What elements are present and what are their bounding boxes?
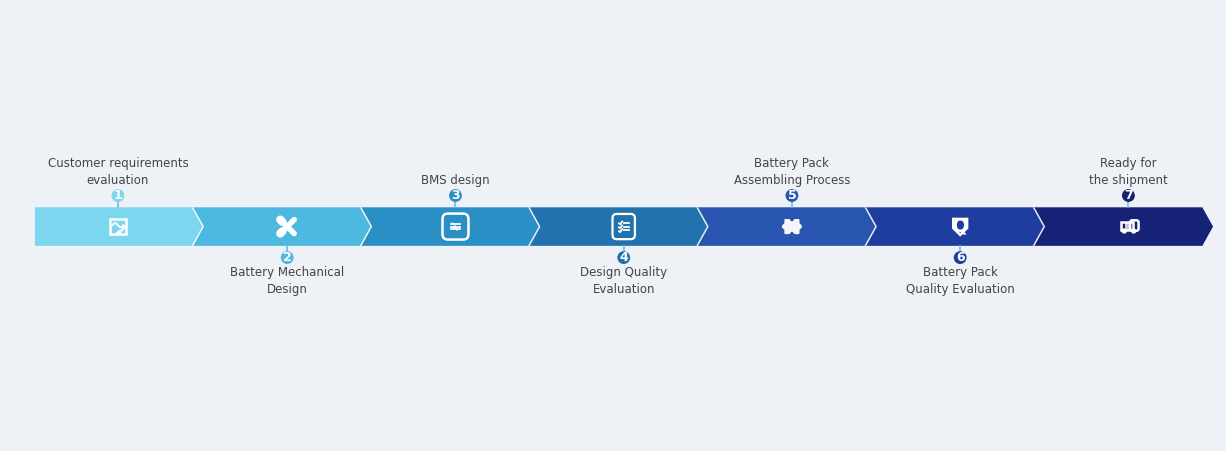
Polygon shape [360, 207, 541, 246]
Circle shape [449, 189, 462, 202]
Text: Q: Q [951, 217, 969, 236]
Text: 6: 6 [956, 251, 965, 264]
Polygon shape [698, 207, 877, 246]
Text: Battery Mechanical
Design: Battery Mechanical Design [230, 266, 345, 296]
Circle shape [954, 251, 966, 264]
Circle shape [617, 251, 630, 264]
Circle shape [786, 189, 798, 202]
Polygon shape [359, 207, 373, 246]
Text: Customer requirements
evaluation: Customer requirements evaluation [48, 157, 189, 188]
Circle shape [451, 222, 454, 225]
Polygon shape [34, 207, 204, 246]
Circle shape [456, 228, 459, 230]
Text: BMS design: BMS design [422, 175, 489, 188]
Text: Battery Pack
Assembling Process: Battery Pack Assembling Process [733, 157, 850, 188]
Polygon shape [528, 207, 709, 246]
Circle shape [454, 226, 456, 228]
Text: 1: 1 [114, 189, 123, 202]
Text: 2: 2 [283, 251, 292, 264]
Polygon shape [1034, 207, 1213, 246]
Text: Design Quality
Evaluation: Design Quality Evaluation [580, 266, 667, 296]
Polygon shape [782, 220, 802, 234]
Text: Ready for
the shipment: Ready for the shipment [1089, 157, 1168, 188]
Polygon shape [696, 207, 709, 246]
Circle shape [112, 189, 124, 202]
Polygon shape [1032, 207, 1045, 246]
Polygon shape [866, 207, 1045, 246]
Text: 3: 3 [451, 189, 460, 202]
Text: 4: 4 [619, 251, 628, 264]
Text: 5: 5 [787, 189, 797, 202]
Polygon shape [191, 207, 204, 246]
Polygon shape [192, 207, 371, 246]
Text: 7: 7 [1124, 189, 1133, 202]
Text: Battery Pack
Quality Evaluation: Battery Pack Quality Evaluation [906, 266, 1015, 296]
Circle shape [1122, 189, 1135, 202]
Circle shape [281, 251, 294, 264]
Polygon shape [864, 207, 877, 246]
Polygon shape [528, 207, 541, 246]
